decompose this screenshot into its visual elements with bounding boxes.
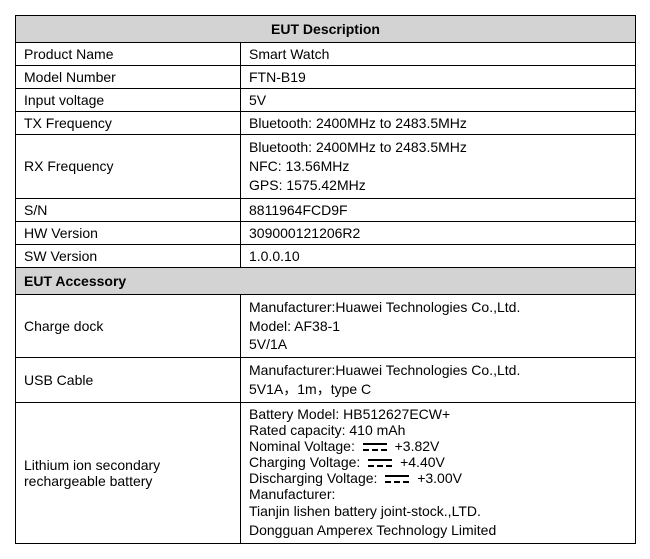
table-row: S/N 8811964FCD9F (16, 198, 636, 221)
row-value: FTN-B19 (241, 66, 636, 89)
table-row: TX Frequency Bluetooth: 2400MHz to 2483.… (16, 112, 636, 135)
row-value: Bluetooth: 2400MHz to 2483.5MHz (241, 112, 636, 135)
row-label: RX Frequency (16, 135, 241, 199)
row-value: 8811964FCD9F (241, 198, 636, 221)
table-row: Input voltage 5V (16, 89, 636, 112)
row-value: 5V (241, 89, 636, 112)
table-row: RX Frequency Bluetooth: 2400MHz to 2483.… (16, 135, 636, 199)
battery-model: Battery Model: HB512627ECW+ (249, 406, 627, 422)
charging-voltage-value: +4.40V (400, 454, 445, 470)
dc-symbol-icon (363, 442, 387, 452)
discharging-voltage-line: Discharging Voltage: +3.00V (249, 470, 627, 486)
accessory-section-title: EUT Accessory (16, 267, 636, 294)
battery-value: Battery Model: HB512627ECW+ Rated capaci… (241, 403, 636, 544)
row-label: Model Number (16, 66, 241, 89)
row-label: SW Version (16, 244, 241, 267)
nominal-voltage-line: Nominal Voltage: +3.82V (249, 438, 627, 454)
charging-voltage-label: Charging Voltage: (249, 454, 360, 470)
battery-mfr-label: Manufacturer: (249, 486, 627, 502)
battery-label: Lithium ion secondary rechargeable batte… (16, 403, 241, 544)
row-label: Charge dock (16, 294, 241, 358)
row-label: TX Frequency (16, 112, 241, 135)
battery-capacity: Rated capacity: 410 mAh (249, 422, 627, 438)
dc-symbol-icon (368, 458, 392, 468)
row-label: USB Cable (16, 358, 241, 403)
eut-description-table: EUT Description Product Name Smart Watch… (15, 15, 636, 544)
battery-mfr-value: Tianjin lishen battery joint-stock.,LTD.… (249, 502, 627, 540)
table-row: USB Cable Manufacturer:Huawei Technologi… (16, 358, 636, 403)
row-value: Manufacturer:Huawei Technologies Co.,Ltd… (241, 358, 636, 403)
table-title-row: EUT Description (16, 16, 636, 43)
table-title: EUT Description (16, 16, 636, 43)
dc-symbol-icon (385, 474, 409, 484)
row-label: Input voltage (16, 89, 241, 112)
row-value: Bluetooth: 2400MHz to 2483.5MHz NFC: 13.… (241, 135, 636, 199)
discharging-voltage-value: +3.00V (417, 470, 462, 486)
table-row: SW Version 1.0.0.10 (16, 244, 636, 267)
discharging-voltage-label: Discharging Voltage: (249, 470, 377, 486)
table-row: Model Number FTN-B19 (16, 66, 636, 89)
row-label: HW Version (16, 221, 241, 244)
row-label: S/N (16, 198, 241, 221)
charging-voltage-line: Charging Voltage: +4.40V (249, 454, 627, 470)
row-value: Smart Watch (241, 43, 636, 66)
nominal-voltage-value: +3.82V (395, 438, 440, 454)
nominal-voltage-label: Nominal Voltage: (249, 438, 355, 454)
accessory-section-row: EUT Accessory (16, 267, 636, 294)
row-value: 309000121206R2 (241, 221, 636, 244)
row-value: 1.0.0.10 (241, 244, 636, 267)
table-row: Product Name Smart Watch (16, 43, 636, 66)
table-row: HW Version 309000121206R2 (16, 221, 636, 244)
table-row: Charge dock Manufacturer:Huawei Technolo… (16, 294, 636, 358)
row-value: Manufacturer:Huawei Technologies Co.,Ltd… (241, 294, 636, 358)
battery-row: Lithium ion secondary rechargeable batte… (16, 403, 636, 544)
row-label: Product Name (16, 43, 241, 66)
